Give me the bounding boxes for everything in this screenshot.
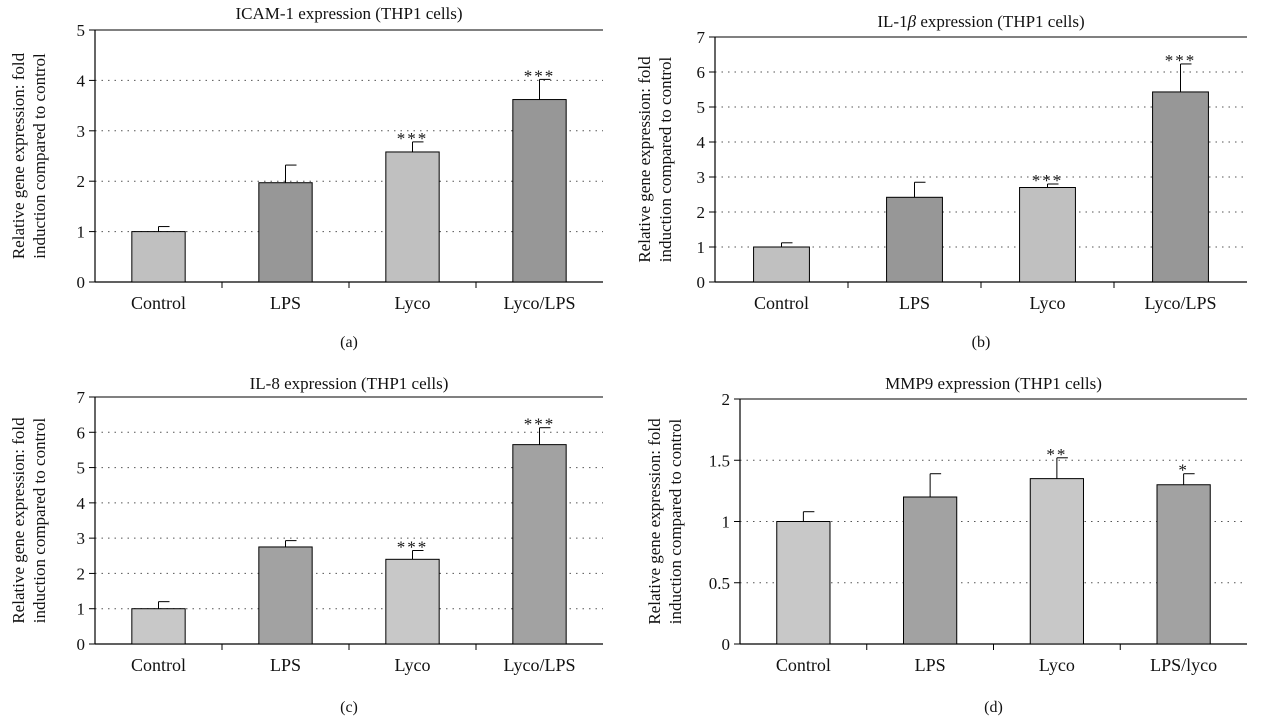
bar-lyco xyxy=(385,151,440,283)
significance-marker: *** xyxy=(1165,51,1197,70)
y-tick-label: 7 xyxy=(77,388,86,407)
bar-lps xyxy=(258,546,313,645)
bar-lyco-lps xyxy=(512,99,567,283)
x-tick-label: LPS/lyco xyxy=(1150,655,1217,675)
x-tick-label: Lyco/LPS xyxy=(1144,293,1216,313)
y-tick-label: 2 xyxy=(697,203,706,222)
title-part: expression (THP1 cells) xyxy=(916,12,1085,31)
bar-control xyxy=(131,608,186,645)
y-tick-label: 2 xyxy=(722,390,731,409)
x-tick-label: LPS xyxy=(270,655,301,675)
panel-label: (c) xyxy=(340,699,358,716)
y-tick-label: 3 xyxy=(77,529,86,548)
x-tick-label: LPS xyxy=(899,293,930,313)
x-tick-label: Lyco/LPS xyxy=(503,655,575,675)
y-tick-label: 1 xyxy=(77,223,86,242)
y-tick-label: 1.5 xyxy=(709,451,730,470)
chart-title: ICAM-1 expression (THP1 cells) xyxy=(235,4,462,23)
y-tick-label: 1 xyxy=(697,238,706,257)
y-axis-label: induction compared to control xyxy=(30,53,49,259)
significance-marker: *** xyxy=(524,415,556,434)
y-tick-label: 6 xyxy=(77,423,86,442)
y-tick-label: 1 xyxy=(77,600,86,619)
x-tick-label: Lyco xyxy=(395,655,431,675)
bar-lyco-lps xyxy=(1152,91,1209,283)
bar-lps xyxy=(258,182,313,283)
x-tick-label: Lyco xyxy=(1030,293,1066,313)
y-tick-label: 6 xyxy=(697,63,706,82)
x-tick-label: Lyco/LPS xyxy=(503,293,575,313)
bar-lps xyxy=(886,196,943,283)
x-tick-label: LPS xyxy=(270,293,301,313)
y-axis-label: induction compared to control xyxy=(30,418,49,624)
panel-label: (d) xyxy=(984,699,1003,716)
chart-panel-1: 0 1 2 3 4 5 Control LPS *** Lyco *** Lyco/LPS ICAM-1… xyxy=(9,4,603,351)
y-tick-label: 0 xyxy=(77,273,86,292)
chart-title: MMP9 expression (THP1 cells) xyxy=(885,374,1102,393)
bar-lyco-lps xyxy=(512,444,567,645)
panel-label: (b) xyxy=(972,334,991,351)
y-tick-label: 4 xyxy=(77,494,86,513)
y-axis-label: Relative gene expression: fold xyxy=(635,56,654,263)
bar-control xyxy=(753,246,810,283)
significance-marker: *** xyxy=(397,129,429,148)
y-axis-label: induction compared to control xyxy=(656,57,675,263)
significance-marker: *** xyxy=(524,66,556,85)
bar-lps-lyco xyxy=(1156,484,1211,645)
y-tick-label: 0.5 xyxy=(709,574,730,593)
x-tick-label: Control xyxy=(776,655,831,675)
y-tick-label: 4 xyxy=(697,133,706,152)
y-tick-label: 4 xyxy=(77,71,86,90)
x-tick-label: Control xyxy=(131,655,186,675)
significance-marker: ** xyxy=(1046,445,1067,464)
significance-marker: * xyxy=(1178,461,1189,480)
x-tick-label: Control xyxy=(131,293,186,313)
y-tick-label: 1 xyxy=(722,513,731,532)
bar-control xyxy=(776,521,831,645)
bar-lps xyxy=(903,496,958,645)
significance-marker: *** xyxy=(1032,171,1064,190)
y-axis-label: Relative gene expression: fold xyxy=(9,417,28,624)
chart-title: IL-1β expression (THP1 cells) xyxy=(877,12,1084,31)
x-tick-label: Lyco xyxy=(1039,655,1075,675)
y-tick-label: 2 xyxy=(77,564,86,583)
bar-lyco xyxy=(1019,187,1076,283)
chart-panel-4: 0 0.5 1 1.5 2 Control LPS ** Lyco * LPS/lyco MMP9 e… xyxy=(645,374,1247,716)
y-tick-label: 5 xyxy=(697,98,706,117)
bar-lyco xyxy=(385,558,440,645)
title-part: β xyxy=(907,12,917,31)
bar-control xyxy=(131,231,186,283)
chart-panel-3: 0 1 2 3 4 5 6 7 Control LPS *** Lyco *** Lyco/LPS IL-8… xyxy=(9,374,603,716)
title-part: IL-1 xyxy=(877,12,907,31)
y-tick-label: 2 xyxy=(77,172,86,191)
x-tick-label: LPS xyxy=(915,655,946,675)
chart-title: IL-8 expression (THP1 cells) xyxy=(250,374,449,393)
y-axis-label: Relative gene expression: fold xyxy=(645,418,664,625)
y-tick-label: 5 xyxy=(77,21,86,40)
chart-panel-2: 0 1 2 3 4 5 6 7 Control LPS *** Lyco *** Lyco/LPS IL-1… xyxy=(635,12,1247,351)
y-tick-label: 0 xyxy=(697,273,706,292)
bar-lyco xyxy=(1029,478,1084,645)
x-tick-label: Control xyxy=(754,293,809,313)
y-tick-label: 0 xyxy=(722,635,731,654)
y-axis-label: Relative gene expression: fold xyxy=(9,52,28,259)
x-tick-label: Lyco xyxy=(395,293,431,313)
y-tick-label: 5 xyxy=(77,459,86,478)
y-tick-label: 3 xyxy=(697,168,706,187)
y-tick-label: 0 xyxy=(77,635,86,654)
y-tick-label: 7 xyxy=(697,28,706,47)
y-axis-label: induction compared to control xyxy=(666,419,685,625)
panel-label: (a) xyxy=(340,334,358,351)
y-tick-label: 3 xyxy=(77,122,86,141)
significance-marker: *** xyxy=(397,537,429,556)
